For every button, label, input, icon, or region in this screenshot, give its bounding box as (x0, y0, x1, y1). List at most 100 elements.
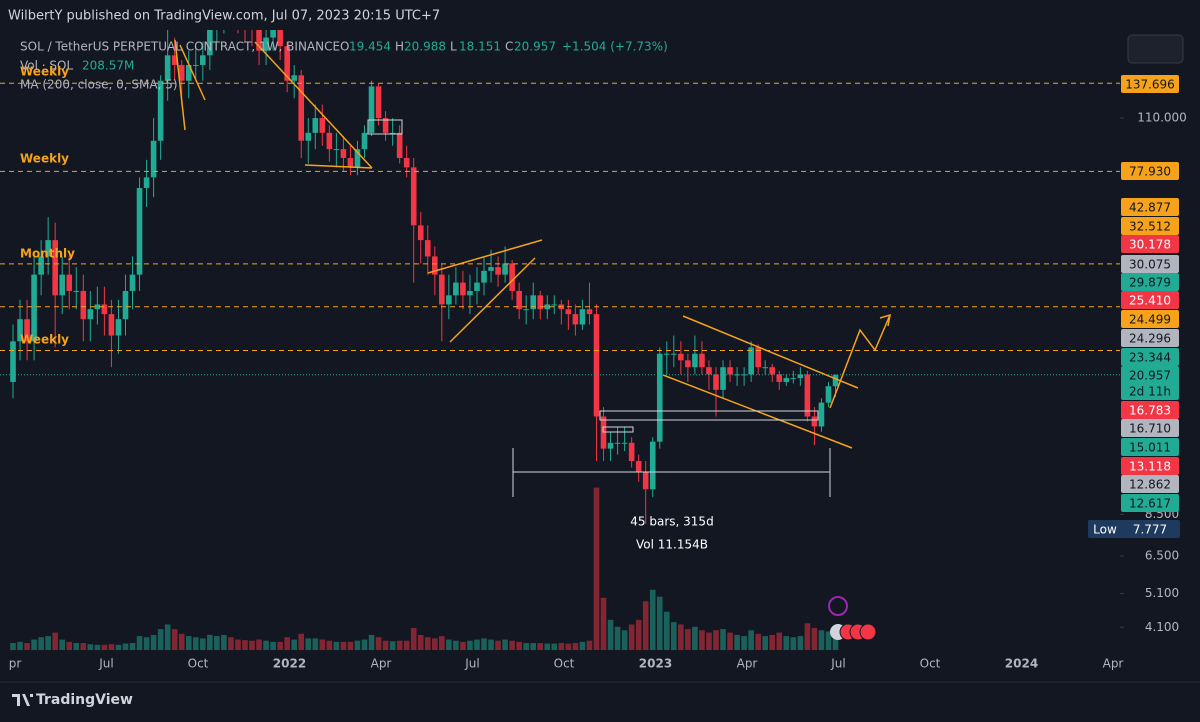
candle-body (523, 309, 529, 311)
measure-label: Vol 11.154B (636, 538, 708, 552)
volume-bar (382, 640, 389, 650)
candle-body (178, 64, 185, 81)
candle-body (291, 75, 297, 81)
candle-body (586, 309, 593, 315)
volume-bar (73, 643, 80, 650)
volume-bar (136, 636, 143, 650)
volume-bar (685, 629, 691, 650)
volume-bar (347, 641, 354, 650)
candle-body (495, 267, 501, 275)
volume-bar (769, 634, 776, 650)
volume-bar (242, 640, 248, 650)
candle-body (642, 471, 649, 490)
trend-line (174, 39, 186, 131)
candle-body (94, 304, 101, 310)
volume-bar (143, 637, 150, 650)
trend-line (427, 239, 543, 274)
trend-line (179, 44, 206, 101)
volume-bar (52, 632, 58, 650)
volume-bar (424, 637, 431, 650)
volume-bar (446, 639, 452, 650)
candle-body (628, 442, 635, 462)
volume-bar (544, 643, 551, 650)
volume-bar (530, 643, 537, 650)
candle-body (200, 55, 206, 65)
volume-bar (207, 634, 213, 650)
volume-bar (804, 623, 811, 650)
price-tag-label: 12.862 (1129, 478, 1171, 492)
volume-bar (171, 629, 178, 650)
volume-bar (270, 641, 276, 650)
candle-body (797, 374, 804, 379)
volume-bar (389, 641, 396, 650)
annotations: Weekly Weekly Monthly Weekly (20, 65, 75, 347)
volume-bar (326, 640, 333, 650)
volume-bar (256, 639, 262, 650)
candle-body (263, 37, 269, 51)
candle-body (811, 416, 818, 427)
price-tag (1121, 198, 1179, 216)
ohlc-key: C (505, 40, 513, 54)
price-tag (1121, 291, 1179, 309)
candle-body (649, 441, 656, 490)
price-tag-label: 24.296 (1129, 332, 1171, 346)
x-tick-label: Apr (371, 657, 392, 671)
price-tag (1121, 419, 1179, 437)
volume-bar (593, 487, 600, 650)
price-tag (1121, 310, 1179, 328)
volume-bar (790, 637, 797, 650)
candle-body (635, 461, 642, 472)
price-tag (1121, 162, 1179, 180)
volume-bar (692, 626, 698, 650)
low-tag (1088, 520, 1180, 538)
candle-body (164, 55, 171, 81)
candle-body (73, 290, 80, 292)
volume-bar (439, 636, 445, 650)
volume-bar (150, 634, 157, 650)
volume-bar (755, 633, 761, 650)
candle-body (101, 304, 108, 315)
volume-bar (87, 644, 94, 650)
volume-bar (38, 637, 44, 650)
x-tick-label: Jul (98, 657, 113, 671)
candle-body (31, 274, 37, 342)
candle-body (699, 353, 705, 368)
volume-bar (663, 611, 670, 650)
ohlc-legend: O 19.454 H 20.988 L 18.151 C 20.957 (340, 40, 556, 54)
y-tick-label: 4.100 (1145, 620, 1179, 634)
candle-body (474, 282, 480, 291)
volume-bar (305, 638, 312, 650)
candle-body (24, 319, 30, 342)
candle-body (368, 86, 375, 133)
volume-bar (80, 643, 87, 650)
candle-body (460, 282, 466, 296)
event-icon (828, 596, 848, 616)
candle-body (509, 263, 515, 291)
volume-bar (699, 630, 705, 650)
volume-bar (572, 643, 579, 650)
candle-body (424, 240, 431, 257)
x-tick-label: pr (9, 657, 22, 671)
candle-body (488, 267, 494, 271)
candle-body (439, 274, 445, 305)
candle-body (80, 290, 87, 320)
volume-bar (410, 627, 417, 650)
publisher: WilbertY published on TradingView.com, J… (8, 9, 440, 24)
volume-label: Vol · SOL (20, 59, 73, 73)
volume-bar (762, 636, 769, 650)
price-tag-label: 32.512 (1129, 220, 1171, 234)
brand: TradingView (12, 692, 133, 708)
price-tag (1121, 494, 1179, 512)
candle-body (678, 353, 684, 361)
price-tag (1121, 401, 1179, 419)
candle-body (10, 341, 16, 382)
volume-bar (291, 639, 297, 650)
menu-button[interactable] (1127, 34, 1184, 64)
ohlc-value: 20.957 (514, 40, 556, 54)
trend-line (682, 315, 859, 389)
candle-body (551, 304, 558, 306)
low-tag-value: 7.777 (1133, 523, 1167, 537)
candle-body (762, 367, 769, 369)
